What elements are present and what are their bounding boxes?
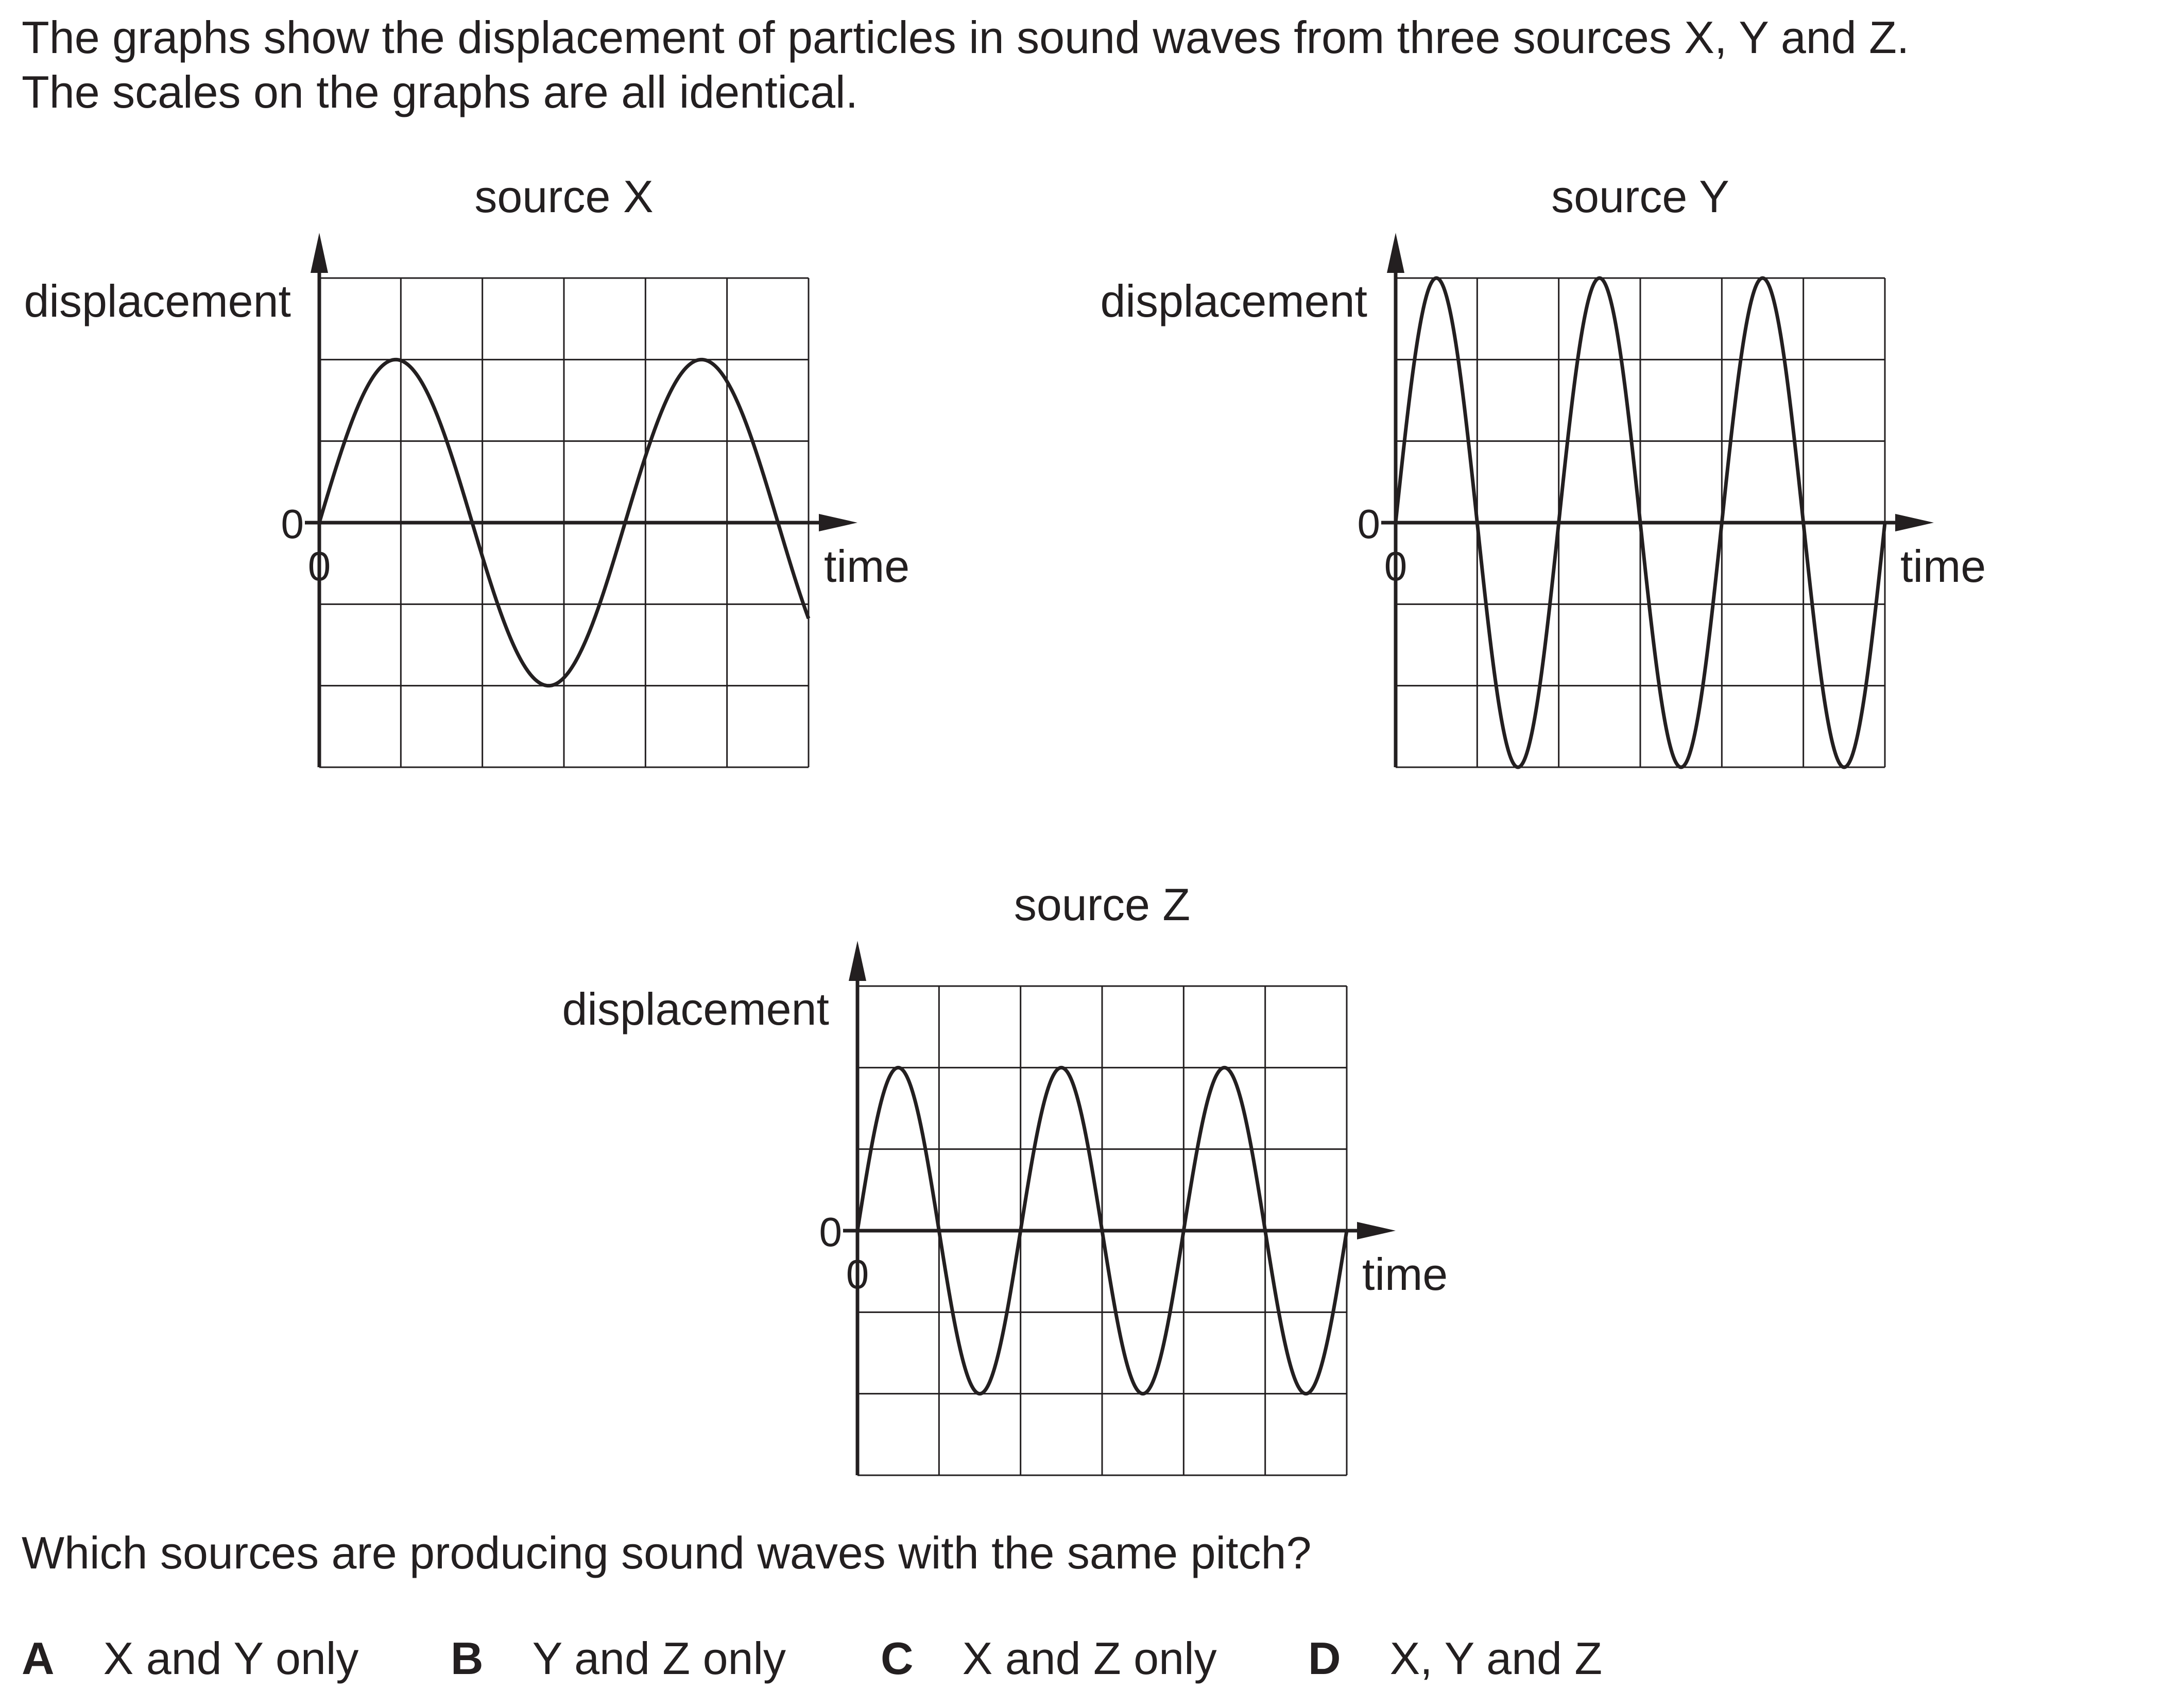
graph-source-y: source Y displacement time 00 [1100,171,1986,769]
y-axis-arrow-source-y [1387,233,1404,273]
wave-line-source-x [317,357,811,688]
question-text: Which sources are producing sound waves … [22,1527,1312,1578]
y-tick-label-source-x: 0 [281,501,304,547]
x-tick-label-source-y: 0 [1384,543,1407,589]
graph-source-x: source X displacement time 00 [24,171,909,768]
chart-title-source-x: source X [474,171,653,222]
intro-text: The graphs show the displacement of part… [22,10,1909,119]
y-tick-label-source-y: 0 [1358,501,1381,547]
graph-source-z: source Z displacement time 00 [562,879,1448,1476]
wave-line-source-z [855,1065,1349,1396]
option-d-letter: D [1308,1633,1341,1684]
option-a-letter: A [22,1633,55,1684]
x-axis-label-source-y: time [1900,541,1986,592]
y-axis-arrow-source-z [849,941,866,981]
option-c-letter: C [881,1633,914,1684]
intro-line-1: The graphs show the displacement of part… [22,12,1910,63]
x-tick-label-source-x: 0 [308,543,331,589]
chart-title-source-y: source Y [1551,171,1729,222]
x-axis-arrow-source-z [1357,1222,1396,1239]
x-axis-arrow-source-y [1895,514,1934,531]
option-a[interactable]: A X and Y only [22,1632,358,1685]
y-axis-label-source-z: displacement [562,984,829,1034]
x-tick-label-source-z: 0 [846,1251,869,1297]
option-b-text: Y and Z only [532,1633,786,1684]
y-axis-arrow-source-x [311,233,328,273]
intro-line-2: The scales on the graphs are all identic… [22,66,859,117]
wave-line-source-y [1394,276,1887,769]
x-axis-arrow-source-x [819,514,857,531]
x-axis-label-source-x: time [824,541,909,592]
option-d-text: X, Y and Z [1389,1633,1603,1684]
option-d[interactable]: D X, Y and Z [1308,1632,1602,1685]
option-c[interactable]: C X and Z only [881,1632,1217,1685]
y-tick-label-source-z: 0 [819,1209,843,1255]
option-c-text: X and Z only [962,1633,1217,1684]
option-b[interactable]: B Y and Z only [451,1632,786,1685]
y-axis-label-source-y: displacement [1100,275,1367,326]
option-b-letter: B [451,1633,484,1684]
chart-title-source-z: source Z [1014,879,1190,930]
option-a-text: X and Y only [103,1633,359,1684]
x-axis-label-source-z: time [1362,1249,1448,1300]
y-axis-label-source-x: displacement [24,275,291,326]
